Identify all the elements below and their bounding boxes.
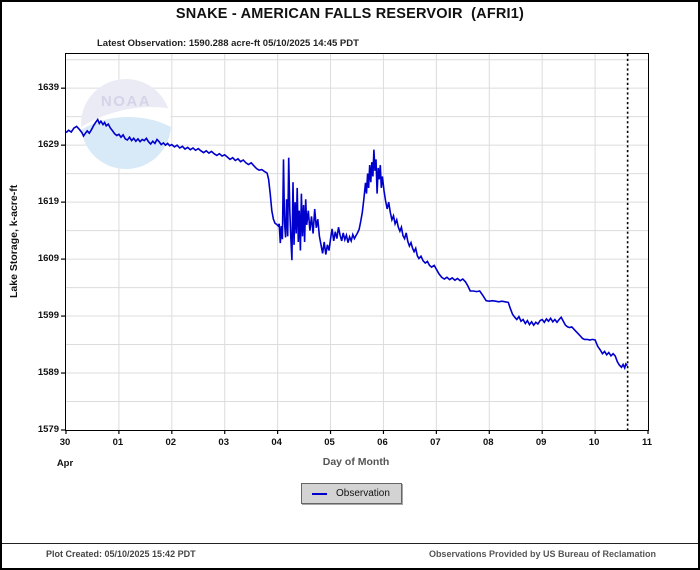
x-tick-label: 02 [165,437,177,448]
x-tick-label: 30 [59,437,71,448]
x-tick-label: 11 [641,437,653,448]
y-tick-label: 1629 [37,138,59,150]
y-tick-label: 1639 [37,81,59,93]
data-provider-text: Observations Provided by US Bureau of Re… [428,549,656,559]
x-axis-title: Day of Month [322,456,390,468]
legend-label: Observation [336,488,390,499]
noaa-logo-text: NOAA [100,93,152,110]
y-axis-title: Lake Storage, k-acre-ft [8,184,20,298]
x-tick-label: 04 [271,437,282,448]
month-label: Apr [56,458,74,469]
y-tick-label: 1599 [37,309,59,321]
x-tick-label: 10 [588,437,600,448]
y-tick-label: 1609 [37,252,59,264]
x-tick-label: 03 [218,437,229,448]
legend: Observation [301,483,402,504]
y-tick-label: 1579 [37,423,59,435]
page-title: SNAKE - AMERICAN FALLS RESERVOIR (AFRI1) [175,6,525,22]
x-tick-label: 08 [482,437,494,448]
plot-created-text: Plot Created: 05/10/2025 15:42 PDT [46,549,196,559]
x-tick-label: 09 [535,437,547,448]
plot-area: NOAA [61,53,649,434]
observation-line [65,117,628,371]
data-layer [65,54,629,430]
noaa-logo-watermark: NOAA [81,79,171,169]
x-tick-label: 07 [430,437,441,448]
latest-observation-text: Latest Observation: 1590.288 acre-ft 05/… [97,38,359,49]
x-tick-label: 01 [112,437,124,448]
footer-divider [2,543,698,544]
x-tick-label: 06 [377,437,388,448]
legend-line-sample [312,492,327,495]
y-tick-label: 1589 [37,366,59,378]
y-tick-label: 1619 [37,195,59,207]
x-tick-label: 05 [324,437,335,448]
